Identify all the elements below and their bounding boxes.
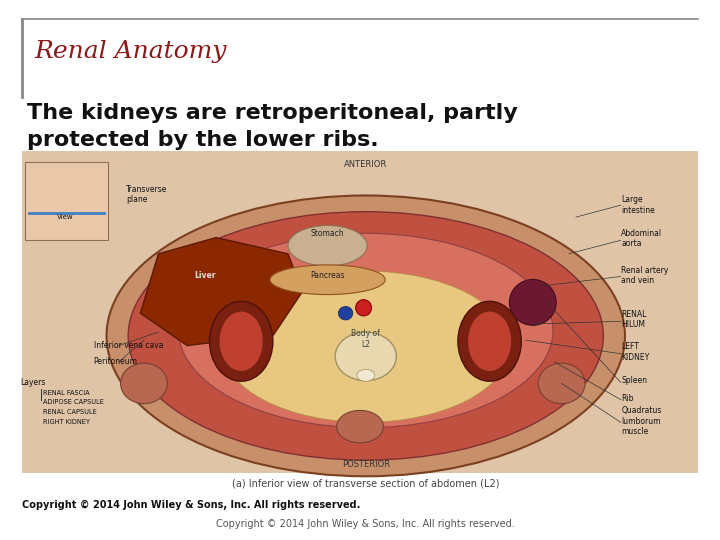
Text: Transverse
plane: Transverse plane — [126, 185, 167, 204]
Polygon shape — [140, 238, 302, 346]
Ellipse shape — [337, 410, 384, 443]
Ellipse shape — [222, 271, 510, 422]
Ellipse shape — [335, 332, 396, 381]
Text: Stomach: Stomach — [311, 229, 344, 238]
Text: Peritoneum: Peritoneum — [94, 357, 138, 366]
Ellipse shape — [338, 307, 353, 320]
Text: Layers: Layers — [20, 378, 45, 387]
Text: Copyright © 2014 John Wiley & Sons, Inc. All rights reserved.: Copyright © 2014 John Wiley & Sons, Inc.… — [22, 500, 360, 510]
Text: RENAL FASCIA: RENAL FASCIA — [43, 390, 90, 396]
Ellipse shape — [357, 369, 374, 381]
Text: ANTERIOR: ANTERIOR — [344, 160, 387, 168]
Ellipse shape — [121, 363, 167, 404]
Text: LEFT
KIDNEY: LEFT KIDNEY — [621, 342, 649, 362]
Ellipse shape — [179, 233, 553, 428]
Text: ADIPOSE CAPSULE: ADIPOSE CAPSULE — [43, 399, 104, 406]
Ellipse shape — [220, 312, 263, 371]
Text: Large
intestine: Large intestine — [621, 195, 655, 215]
Ellipse shape — [107, 195, 625, 476]
Text: Inferior vena cava: Inferior vena cava — [94, 341, 163, 350]
Text: Copyright © 2014 John Wiley & Sons, Inc. All rights reserved.: Copyright © 2014 John Wiley & Sons, Inc.… — [217, 519, 515, 529]
Text: Rib: Rib — [621, 394, 634, 403]
Text: The kidneys are retroperitoneal, partly: The kidneys are retroperitoneal, partly — [27, 103, 518, 124]
Text: Abdominal
aorta: Abdominal aorta — [621, 229, 662, 248]
Ellipse shape — [288, 226, 367, 266]
Text: RENAL
HILUM: RENAL HILUM — [621, 310, 647, 329]
Text: RENAL CAPSULE: RENAL CAPSULE — [43, 409, 97, 415]
Ellipse shape — [356, 300, 372, 316]
Text: POSTERIOR: POSTERIOR — [342, 460, 390, 469]
Ellipse shape — [510, 280, 556, 325]
Ellipse shape — [539, 363, 585, 404]
Ellipse shape — [128, 212, 603, 460]
FancyBboxPatch shape — [22, 151, 698, 472]
Ellipse shape — [270, 265, 385, 295]
Text: Pancreas: Pancreas — [310, 271, 345, 280]
Text: Quadratus
lumborum
muscle: Quadratus lumborum muscle — [621, 406, 662, 436]
Text: RIGHT KIDNEY: RIGHT KIDNEY — [43, 419, 90, 426]
Text: Liver: Liver — [194, 271, 216, 280]
Text: Spleen: Spleen — [621, 376, 647, 385]
Text: Renal Anatomy: Renal Anatomy — [35, 40, 227, 63]
FancyBboxPatch shape — [25, 162, 108, 240]
Text: (a) Inferior view of transverse section of abdomen (L2): (a) Inferior view of transverse section … — [232, 478, 500, 488]
Text: protected by the lower ribs.: protected by the lower ribs. — [27, 130, 379, 151]
Text: View: View — [56, 214, 73, 220]
Ellipse shape — [210, 301, 273, 381]
Ellipse shape — [468, 312, 511, 371]
Text: Body of
L2: Body of L2 — [351, 329, 380, 349]
Text: Renal artery
and vein: Renal artery and vein — [621, 266, 669, 285]
Ellipse shape — [458, 301, 521, 381]
